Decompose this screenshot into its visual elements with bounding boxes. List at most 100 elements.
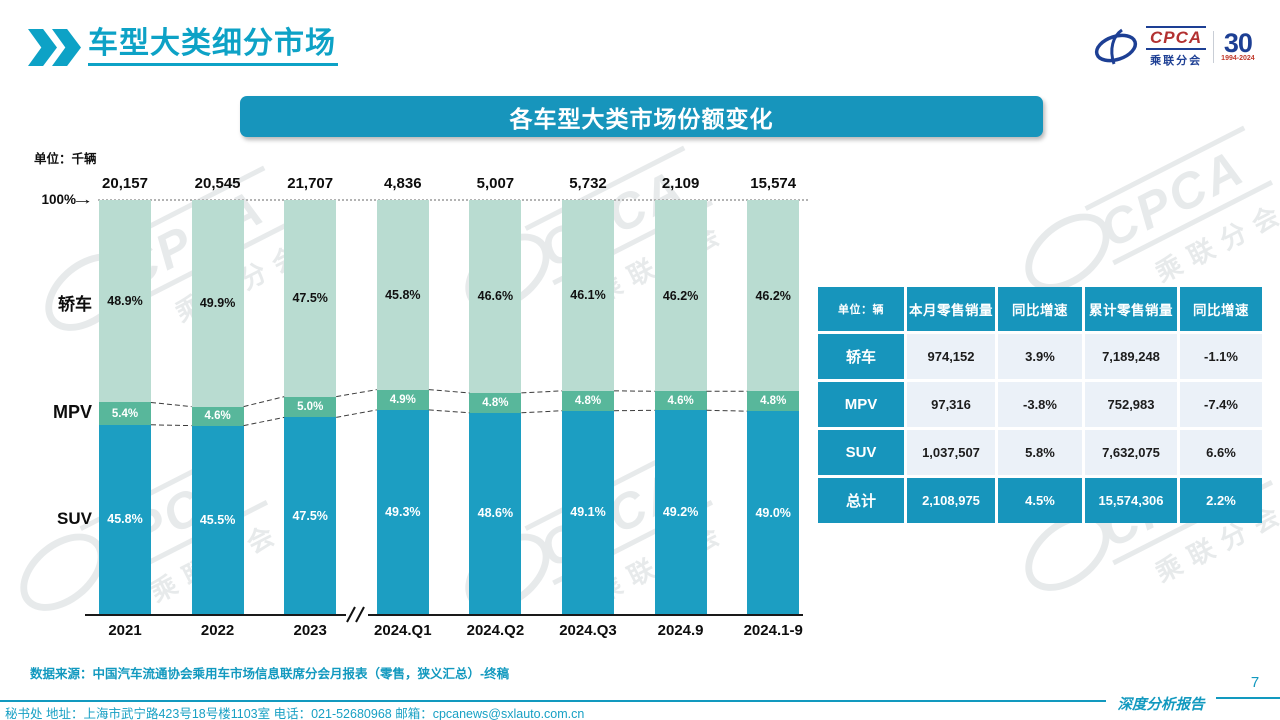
table-row-label: 轿车 [818, 334, 904, 379]
table-data-cell: 6.6% [1180, 430, 1262, 475]
table-header-cell: 本月零售销量 [907, 287, 995, 331]
bar-segment-sedan: 45.8% [376, 200, 429, 390]
bar-segment-value-label: 45.8% [385, 287, 421, 302]
bar-segment-value-label: 5.0% [297, 400, 324, 413]
bar-segment-value-label: 4.8% [574, 394, 602, 407]
bar-segment-suv: 49.1% [562, 410, 614, 614]
x-axis-label: 2022 [200, 622, 235, 639]
bar-total-label: 5,007 [476, 175, 515, 192]
bar-total-label: 5,732 [569, 175, 607, 192]
series-label-sedan: 轿车 [58, 295, 92, 315]
stacked-bar-chart: 100% → 20,157 20,545 21,707 4,836 5,007 5,732 2,… [30, 172, 830, 650]
series-label-mpv: MPV [52, 401, 92, 422]
bar-segment-value-label: 48.6% [477, 506, 514, 521]
table-unit-header-cell: 单位：辆 [818, 287, 904, 331]
chevron-icon [28, 29, 57, 66]
bar-segment-suv: 45.5% [191, 425, 244, 614]
bar-segment-mpv: 4.8% [747, 391, 800, 412]
cpca-logo-subtext: 乘联分会 [1150, 54, 1203, 67]
y-axis-100-text: 100% [41, 191, 76, 207]
bar-segment-suv: 49.3% [376, 409, 429, 614]
table-header-cell: 累计零售销量 [1085, 287, 1177, 331]
table-data-cell: 752,983 [1085, 382, 1177, 427]
table-total-data-cell: 2.2% [1180, 478, 1262, 523]
cpca-logo: CPCA 乘联分会 30 1994-2024 [1093, 26, 1255, 68]
bar-segment-value-label: 4.8% [482, 396, 509, 409]
footer-divider-line-right [1213, 697, 1280, 699]
bar-segment-suv: 48.6% [469, 412, 522, 614]
bar-segment-value-label: 48.9% [107, 294, 143, 309]
bar-segment-value-label: 49.2% [662, 505, 699, 520]
bar-segment-mpv: 4.8% [469, 392, 522, 413]
table-data-cell: 974,152 [907, 334, 995, 379]
x-axis-label: 2024.Q2 [466, 622, 525, 639]
bar-segment-mpv: 4.8% [562, 390, 614, 411]
x-axis-label: 2023 [293, 622, 327, 639]
y-axis-100-label: 100% → [30, 190, 94, 208]
bar-segment-value-label: 49.0% [755, 505, 791, 520]
bar-total-label: 15,574 [750, 175, 797, 192]
bar-total-label: 2,109 [661, 175, 700, 192]
bar-segment-value-label: 47.5% [292, 508, 328, 523]
bar-total-label: 20,157 [102, 175, 148, 192]
sales-table: 单位：辆 本月零售销量 同比增速 累计零售销量 同比增速 轿车 974,152 3.9% 7,1… [818, 287, 1262, 523]
bar-segment-sedan: 46.2% [654, 200, 707, 392]
bar-segment-value-label: 4.8% [760, 395, 787, 408]
bar-segment-sedan: 46.1% [562, 200, 614, 391]
bar-segment-suv: 49.2% [654, 410, 707, 614]
bar-segment-suv: 47.5% [284, 417, 337, 614]
x-axis-label: 2024.9 [657, 622, 704, 639]
bar-total-label: 4,836 [384, 175, 422, 192]
axis-break-icon [345, 606, 368, 623]
cpca-logo-text: CPCA [1146, 26, 1207, 50]
bar-segment-value-label: 45.8% [107, 512, 143, 527]
right-arrow-icon: → [71, 190, 95, 208]
bar-segment-sedan: 49.9% [191, 200, 244, 407]
bar-total-label: 21,707 [287, 175, 334, 192]
bar-segment-mpv: 4.9% [376, 389, 429, 410]
bar-segment-value-label: 45.5% [199, 512, 236, 527]
chart-title-banner: 各车型大类市场份额变化 [240, 96, 1043, 137]
gridline-100pct [98, 199, 808, 201]
table-data-cell: -3.8% [998, 382, 1082, 427]
logo-divider [1213, 30, 1215, 63]
page-title: 车型大类细分市场 [88, 26, 338, 66]
x-axis-line [85, 614, 803, 616]
table-data-cell: -1.1% [1180, 334, 1262, 379]
bar-segment-value-label: 4.6% [667, 394, 694, 407]
bar-segment-mpv: 4.6% [654, 391, 707, 411]
table-data-cell: 7,632,075 [1085, 430, 1177, 475]
table-header-cell: 同比增速 [1180, 287, 1262, 331]
bar-segment-mpv: 5.0% [284, 396, 337, 418]
table-total-data-cell: 15,574,306 [1085, 478, 1177, 523]
bar-segment-value-label: 49.1% [570, 505, 606, 520]
table-row-label: SUV [818, 430, 904, 475]
bar-segment-value-label: 47.5% [292, 291, 328, 306]
bar-segment-value-label: 46.2% [755, 288, 791, 303]
table-data-cell: -7.4% [1180, 382, 1262, 427]
bar-segment-value-label: 46.2% [662, 288, 699, 303]
x-axis-label: 2024.Q3 [559, 622, 617, 639]
anniversary-30-logo: 30 1994-2024 [1221, 28, 1254, 62]
table-data-cell: 3.9% [998, 334, 1082, 379]
anniversary-number: 30 [1223, 28, 1253, 59]
bar-segment-value-label: 4.9% [389, 393, 416, 406]
bar-segment-sedan: 47.5% [284, 200, 337, 397]
footer-contact-info: 秘书处 地址：上海市武宁路423号18号楼1103室 电话：021-526809… [5, 707, 585, 720]
footer-divider-line [0, 700, 1107, 702]
page-number: 7 [1250, 674, 1260, 691]
bar-segment-suv: 49.0% [747, 411, 800, 614]
bar-segment-mpv: 4.6% [191, 406, 244, 426]
table-data-cell: 97,316 [907, 382, 995, 427]
x-axis-label: 2024.Q1 [374, 622, 432, 639]
table-row-label: MPV [818, 382, 904, 427]
table-total-row-label: 总计 [818, 478, 904, 523]
bar-segment-value-label: 5.4% [111, 407, 139, 420]
bar-segment-value-label: 46.1% [570, 288, 606, 303]
chart-unit-label: 单位：千辆 [34, 152, 97, 166]
x-axis-label: 2021 [108, 622, 142, 639]
table-data-cell: 7,189,248 [1085, 334, 1177, 379]
watermark-text: CPCA [1084, 125, 1274, 266]
